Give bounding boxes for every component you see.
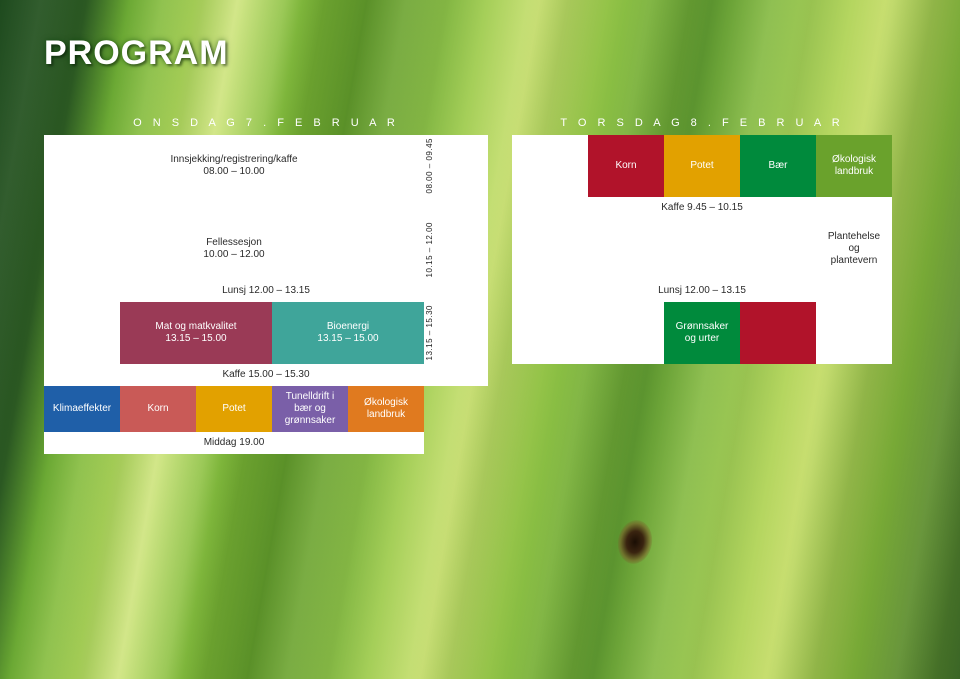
mat-time: 13.15 – 15.00 <box>165 333 226 345</box>
tors-potet: Potet <box>664 135 740 196</box>
innsjekking-time: 08.00 – 10.00 <box>203 166 264 178</box>
vtime-5: 13.15 – 15.30 <box>424 302 488 363</box>
onsdag-r5-blank1 <box>44 302 120 363</box>
gap <box>424 386 892 432</box>
gap <box>488 302 512 363</box>
plantehelse-l3: plantevern <box>831 255 878 267</box>
tunnel-l3: grønnsaker <box>285 415 336 427</box>
vtime-blank-r2 <box>424 197 488 219</box>
onsdag-blank-r2 <box>44 197 424 219</box>
onsdag-lunch: Lunsj 12.00 – 13.15 <box>44 280 488 302</box>
onsdag-okologisk: Økologisk landbruk <box>348 386 424 432</box>
innsjekking-label: Innsjekking/registrering/kaffe <box>170 154 297 166</box>
onsdag-korn: Korn <box>120 386 196 432</box>
tors-r3-blank <box>512 219 816 280</box>
vtime-1: 08.00 – 09.45 <box>424 135 488 196</box>
bioenergi-cell: Bioenergi 13.15 – 15.00 <box>272 302 424 363</box>
klima-cell: Klimaeffekter <box>44 386 120 432</box>
tors-okologisk-l2: landbruk <box>835 166 873 178</box>
gap <box>488 364 892 386</box>
middag: Middag 19.00 <box>44 432 424 454</box>
gronnsaker-l1: Grønnsaker <box>676 321 729 333</box>
tors-okologisk-l1: Økologisk <box>832 154 876 166</box>
gronnsaker-l2: og urter <box>685 333 719 345</box>
gronnsaker-cell: Grønnsaker og urter <box>664 302 740 363</box>
bio-time: 13.15 – 15.00 <box>317 333 378 345</box>
gap <box>488 280 512 302</box>
fellessesjon-time: 10.00 – 12.00 <box>203 249 264 261</box>
torsdag-lunch: Lunsj 12.00 – 13.15 <box>512 280 892 302</box>
tunnel-l1: Tunelldrift i <box>286 391 335 403</box>
tors-okologisk: Økologisk landbruk <box>816 135 892 196</box>
page-title: PROGRAM <box>44 34 229 73</box>
onsdag-kaffe: Kaffe 15.00 – 15.30 <box>44 364 488 386</box>
torsdag-header: T O R S D A G 8 . F E B R U A R <box>512 112 892 135</box>
tors-r5-blank <box>512 302 664 363</box>
vtime-3: 10.15 – 12.00 <box>424 219 488 280</box>
tors-korn: Korn <box>588 135 664 196</box>
vtime-5-label: 13.15 – 15.30 <box>425 303 434 362</box>
onsdag-oko-l2: landbruk <box>367 409 405 421</box>
tors-r1-blank <box>512 135 588 196</box>
onsdag-header: O N S D A G 7 . F E B R U A R <box>44 112 488 135</box>
plantehelse-l2: og <box>848 243 859 255</box>
fellessesjon-label: Fellessesjon <box>206 237 262 249</box>
gap <box>488 135 512 196</box>
tors-kaffe: Kaffe 9.45 – 10.15 <box>512 197 892 219</box>
innsjekking-cell: Innsjekking/registrering/kaffe 08.00 – 1… <box>44 135 424 196</box>
bio-label: Bioenergi <box>327 321 369 333</box>
tunneldrift-cell: Tunelldrift i bær og grønnsaker <box>272 386 348 432</box>
gap <box>424 432 892 454</box>
gap <box>488 112 512 135</box>
gap <box>488 197 512 219</box>
gap <box>488 219 512 280</box>
fellessesjon-cell: Fellessesjon 10.00 – 12.00 <box>44 219 424 280</box>
tors-r5-red <box>740 302 816 363</box>
plantehelse-l1: Plantehelse <box>828 231 880 243</box>
vtime-3-label: 10.15 – 12.00 <box>425 220 434 279</box>
tunnel-l2: bær og <box>294 403 326 415</box>
onsdag-oko-l1: Økologisk <box>364 397 408 409</box>
plantehelse: Plantehelse og plantevern <box>816 219 892 280</box>
mat-label: Mat og matkvalitet <box>155 321 236 333</box>
tors-baer: Bær <box>740 135 816 196</box>
vtime-1-label: 08.00 – 09.45 <box>425 136 434 195</box>
schedule-grid: O N S D A G 7 . F E B R U A R T O R S D … <box>44 112 916 454</box>
onsdag-potet: Potet <box>196 386 272 432</box>
mat-cell: Mat og matkvalitet 13.15 – 15.00 <box>120 302 272 363</box>
tors-r5-blank2 <box>816 302 892 363</box>
